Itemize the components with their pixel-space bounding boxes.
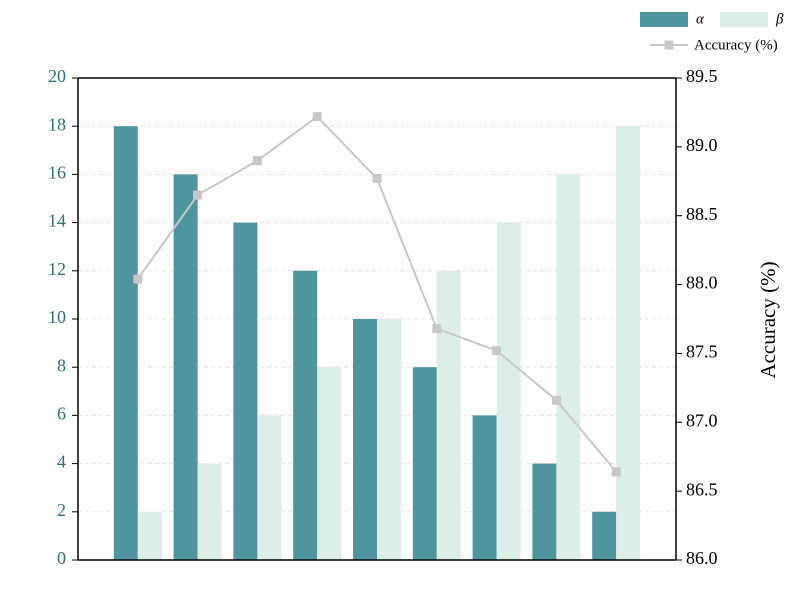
bar xyxy=(233,222,258,560)
bar xyxy=(137,511,162,560)
line-marker xyxy=(312,112,322,122)
y-tick-label: 16 xyxy=(48,163,66,183)
y2-tick-label: 88.0 xyxy=(686,273,718,293)
y2-tick-label: 87.5 xyxy=(686,342,718,362)
legend-swatch xyxy=(640,12,688,27)
bar xyxy=(412,367,437,560)
bar xyxy=(616,126,641,560)
bar xyxy=(197,463,222,560)
bar xyxy=(556,174,581,560)
y-tick-label: 0 xyxy=(57,548,66,568)
y-tick-label: 6 xyxy=(57,404,66,424)
y2-tick-label: 87.0 xyxy=(686,410,718,430)
legend-label: β xyxy=(775,11,784,27)
y2-tick-label: 86.0 xyxy=(686,548,718,568)
line-marker xyxy=(193,190,203,200)
y2-tick-label: 89.5 xyxy=(686,66,718,86)
bar xyxy=(377,319,401,560)
legend-label: Accuracy (%) xyxy=(694,37,778,53)
bar xyxy=(257,415,282,560)
y2-axis-label: Accuracy (%) xyxy=(756,261,780,378)
y2-tick-label: 86.5 xyxy=(686,479,718,499)
bar xyxy=(496,222,521,560)
legend-marker xyxy=(664,40,674,50)
line-marker xyxy=(492,346,502,356)
y-tick-label: 12 xyxy=(48,259,66,279)
bar xyxy=(317,367,342,560)
y-tick-label: 8 xyxy=(57,355,66,375)
y-tick-label: 10 xyxy=(48,307,66,327)
legend-swatch xyxy=(720,12,768,27)
bar xyxy=(353,319,377,560)
y-tick-label: 20 xyxy=(48,66,66,86)
line-marker xyxy=(252,156,262,166)
y2-tick-label: 89.0 xyxy=(686,135,718,155)
y-tick-label: 2 xyxy=(57,500,66,520)
y-tick-label: 4 xyxy=(57,452,66,472)
bar xyxy=(113,126,138,560)
bar xyxy=(293,270,318,560)
y-tick-label: 14 xyxy=(48,211,66,231)
bar xyxy=(173,174,198,560)
line-marker xyxy=(372,174,382,184)
bar xyxy=(532,463,557,560)
y-tick-label: 18 xyxy=(48,114,66,134)
bar xyxy=(472,415,497,560)
line-marker xyxy=(133,274,143,284)
line-marker xyxy=(432,324,442,334)
bar xyxy=(436,270,461,560)
line-marker xyxy=(551,395,561,405)
line-marker xyxy=(611,467,621,477)
legend-label: α xyxy=(696,11,705,27)
y2-tick-label: 88.5 xyxy=(686,204,718,224)
bar xyxy=(592,511,617,560)
